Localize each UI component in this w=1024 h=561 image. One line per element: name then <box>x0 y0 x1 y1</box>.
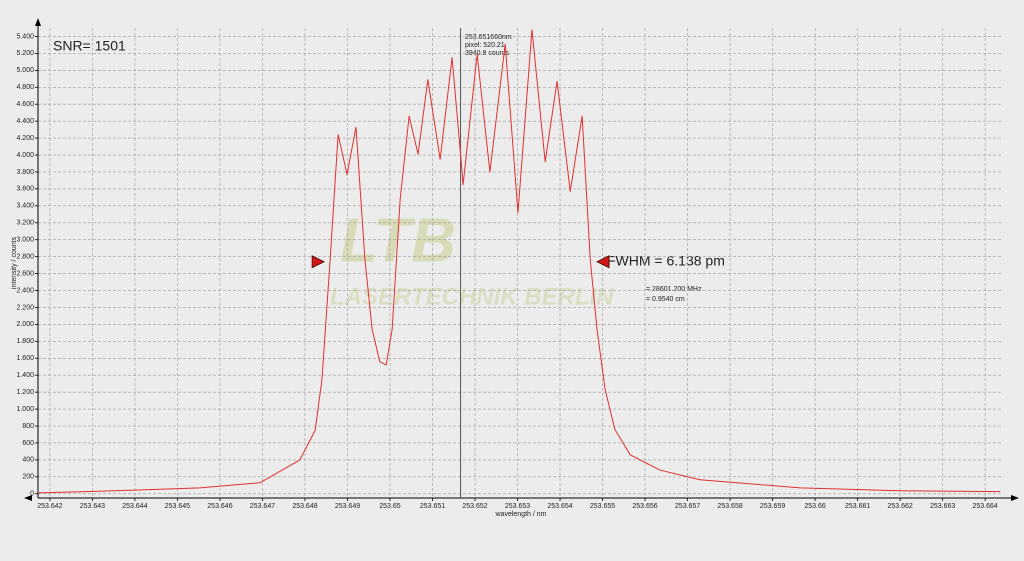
spectrum-line <box>37 29 1001 494</box>
x-tick-label: 253.658 <box>717 503 742 510</box>
x-tick-label: 253.647 <box>250 503 275 510</box>
x-axis-arrow-left <box>24 495 32 501</box>
x-tick-label: 253.657 <box>675 503 700 510</box>
x-tick-label: 253.643 <box>80 503 105 510</box>
x-tick-label: 253.646 <box>207 503 232 510</box>
fwhm-marker <box>596 255 610 269</box>
x-tick-label: 253.652 <box>462 503 487 510</box>
x-tick-label: 253.654 <box>547 503 572 510</box>
y-tick-label: 1.200 <box>16 389 34 396</box>
fwhm-freq: = 28601.200 MHz <box>646 286 702 293</box>
y-tick-label: 5.000 <box>16 67 34 74</box>
fwhm-wavenumber: = 0.9540 cm <box>646 296 685 303</box>
y-tick-label: 600 <box>22 440 34 447</box>
fwhm-label: FWHM = 6.138 pm <box>607 253 725 269</box>
x-tick-label: 253.66 <box>804 503 826 510</box>
y-tick-label: 1.000 <box>16 406 34 413</box>
watermark-text: LASERTECHNIK BERLIN <box>330 283 614 310</box>
x-tick-label: 253.653 <box>505 503 530 510</box>
x-tick-label: 253.651 <box>420 503 445 510</box>
x-tick-label: 253.642 <box>37 503 62 510</box>
x-tick-label: 253.649 <box>335 503 360 510</box>
y-tick-label: 4.400 <box>16 118 34 125</box>
x-tick-label: 253.655 <box>590 503 615 510</box>
y-tick-label: 3.800 <box>16 169 34 176</box>
x-tick-label: 253.663 <box>930 503 955 510</box>
cursor-wavelength: 253.651660nm <box>465 34 512 41</box>
y-tick-label: 200 <box>22 474 34 481</box>
y-tick-label: 1.400 <box>16 372 34 379</box>
y-tick-label: 5.400 <box>16 33 34 40</box>
x-axis-arrow <box>1011 495 1019 501</box>
y-tick-label: 2.400 <box>16 287 34 294</box>
y-tick-label: 1.600 <box>16 355 34 362</box>
y-tick-label: 2.800 <box>16 253 34 260</box>
fwhm-marker <box>311 255 325 269</box>
y-tick-label: 3.000 <box>16 237 34 244</box>
x-tick-label: 253.644 <box>122 503 147 510</box>
y-tick-label: 2.200 <box>16 304 34 311</box>
y-tick-label: 3.200 <box>16 220 34 227</box>
y-axis-label: intensity / counts <box>11 236 18 289</box>
y-tick-label: 800 <box>22 423 34 430</box>
y-tick-label: 4.200 <box>16 135 34 142</box>
y-axis-arrow <box>35 18 41 26</box>
y-tick-label: 400 <box>22 457 34 464</box>
y-tick-label: 3.600 <box>16 186 34 193</box>
x-tick-label: 253.662 <box>887 503 912 510</box>
y-tick-label: 0 <box>30 491 34 498</box>
y-tick-label: 2.600 <box>16 270 34 277</box>
y-tick-label: 4.000 <box>16 152 34 159</box>
cursor-pixel: pixel: 520.21 <box>465 42 505 49</box>
x-tick-label: 253.664 <box>972 503 997 510</box>
x-tick-label: 253.65 <box>379 503 401 510</box>
y-tick-label: 2.000 <box>16 321 34 328</box>
y-tick-label: 5.200 <box>16 50 34 57</box>
x-tick-label: 253.659 <box>760 503 785 510</box>
y-tick-label: 4.600 <box>16 101 34 108</box>
x-tick-label: 253.648 <box>292 503 317 510</box>
snr-label: SNR= 1501 <box>53 38 126 54</box>
cursor-counts: 3940.8 counts <box>465 50 509 57</box>
y-tick-label: 4.800 <box>16 84 34 91</box>
x-tick-label: 253.661 <box>845 503 870 510</box>
x-tick-label: 253.645 <box>165 503 190 510</box>
y-tick-label: 1.800 <box>16 338 34 345</box>
x-axis-label: wavelength / nm <box>495 511 547 518</box>
x-tick-label: 253.656 <box>632 503 657 510</box>
y-tick-label: 3.400 <box>16 203 34 210</box>
